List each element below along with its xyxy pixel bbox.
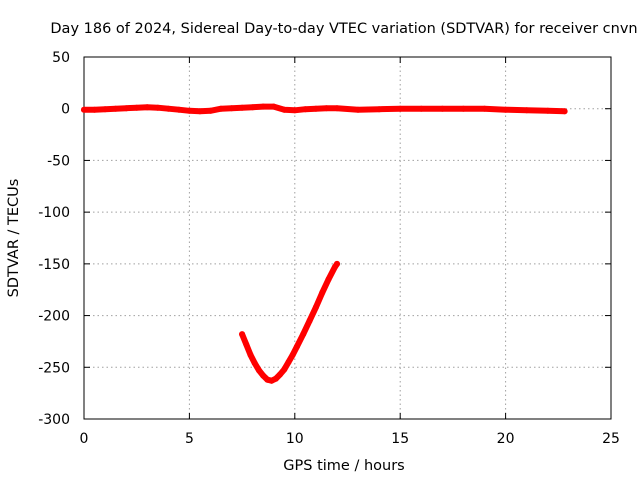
series-2 xyxy=(239,260,340,384)
y-tick-label: -250 xyxy=(38,360,70,376)
data-point xyxy=(260,372,267,379)
data-point xyxy=(291,107,298,114)
x-axis-label: GPS time / hours xyxy=(283,458,404,474)
data-point xyxy=(144,104,151,111)
data-point xyxy=(460,105,467,112)
data-point xyxy=(277,371,283,378)
data-point xyxy=(355,106,361,113)
y-tick-label: -200 xyxy=(38,309,70,325)
data-point xyxy=(561,108,568,115)
y-tick-label: 50 xyxy=(52,50,70,66)
y-tick-label: -300 xyxy=(38,412,70,428)
data-point xyxy=(112,105,119,112)
x-tick-label: 10 xyxy=(286,431,304,447)
data-point xyxy=(439,105,446,112)
y-tick-label: -100 xyxy=(38,205,70,221)
axis-ticks: 0 5 10 15 20 25 50 0 -50 -100 -150 -200 -250 -300 xyxy=(38,50,620,447)
data-point xyxy=(312,105,319,112)
data-point xyxy=(293,343,300,350)
y-tick-label: -150 xyxy=(38,257,70,273)
data-point xyxy=(249,104,256,111)
data-point xyxy=(196,108,203,115)
data-point xyxy=(397,105,404,112)
grid-lines xyxy=(84,57,611,419)
data-point xyxy=(306,317,313,324)
data-point xyxy=(239,104,246,111)
data-point xyxy=(376,106,383,113)
data-point xyxy=(260,103,267,110)
data-point xyxy=(323,105,330,112)
data-point xyxy=(81,106,87,113)
plot-frame xyxy=(83,56,612,420)
data-point xyxy=(154,104,161,111)
chart-title: Day 186 of 2024, Sidereal Day-to-day VTE… xyxy=(50,21,637,37)
data-point xyxy=(325,276,332,283)
data-point xyxy=(481,105,488,112)
x-tick-label: 0 xyxy=(80,431,89,447)
data-point xyxy=(281,366,288,373)
y-tick-label: 0 xyxy=(61,102,70,118)
data-point xyxy=(243,341,250,348)
data-point xyxy=(165,105,172,112)
y-tick-label: -50 xyxy=(47,153,70,169)
data-point xyxy=(207,107,214,114)
x-tick-label: 5 xyxy=(185,431,194,447)
data-point xyxy=(281,106,288,113)
data-series xyxy=(81,103,568,384)
data-point xyxy=(270,103,277,110)
x-tick-label: 25 xyxy=(602,431,620,447)
data-point xyxy=(251,360,258,367)
data-point xyxy=(544,107,551,114)
data-point xyxy=(239,331,246,338)
data-point xyxy=(300,331,307,338)
data-point xyxy=(186,107,193,114)
data-point xyxy=(256,367,262,374)
data-point xyxy=(123,105,130,112)
data-point xyxy=(418,105,425,112)
data-point xyxy=(334,260,340,267)
data-point xyxy=(523,107,530,114)
data-point xyxy=(289,351,296,358)
data-point xyxy=(228,105,235,112)
data-point xyxy=(102,106,109,113)
data-point xyxy=(91,106,98,113)
y-axis-label: SDTVAR / TECUs xyxy=(6,179,22,298)
data-point xyxy=(502,106,509,113)
x-tick-label: 20 xyxy=(497,431,515,447)
data-point xyxy=(319,289,326,296)
x-tick-label: 15 xyxy=(391,431,409,447)
data-point xyxy=(302,106,309,113)
data-point xyxy=(247,351,254,358)
data-point xyxy=(272,375,279,382)
data-point xyxy=(133,104,140,111)
data-point xyxy=(334,105,340,112)
data-point xyxy=(218,105,224,112)
series-1 xyxy=(81,103,568,115)
data-point xyxy=(312,304,319,311)
data-point xyxy=(285,359,292,366)
data-point xyxy=(175,106,182,113)
